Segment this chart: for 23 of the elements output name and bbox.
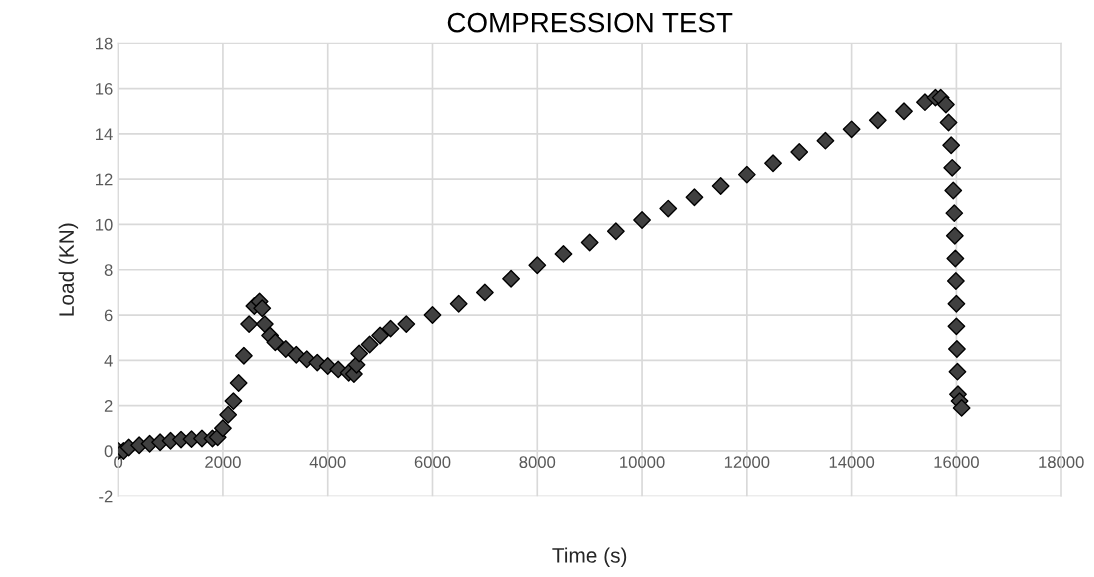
x-tick-label: 2000 [205,456,241,469]
y-tick-label: 18 [96,37,113,50]
y-tick-label: 2 [104,400,113,412]
x-tick-label: 8000 [519,456,556,469]
y-axis-title: Load (KN) [58,223,79,316]
y-tick-label: -2 [99,490,113,503]
y-tick-label: 4 [104,354,113,367]
x-axis-title: Time (s) [552,547,627,567]
y-tick-label: 0 [104,445,113,458]
y-tick-label: 16 [96,82,113,95]
x-tick-label: 14000 [829,456,875,469]
y-tick-label: 12 [96,173,113,186]
x-tick-label: 18000 [1039,456,1084,469]
x-tick-label: 6000 [414,456,451,469]
y-tick-label: 10 [96,218,113,231]
y-tick-label: 14 [96,128,113,140]
x-tick-label: 12000 [724,456,770,469]
y-tick-label: 8 [104,264,113,276]
x-tick-label: 4000 [309,456,346,469]
chart-title: COMPRESSION TEST [447,12,733,33]
x-tick-label: 10000 [620,456,665,469]
y-tick-label: 6 [104,309,113,322]
x-tick-label: 16000 [934,456,979,469]
